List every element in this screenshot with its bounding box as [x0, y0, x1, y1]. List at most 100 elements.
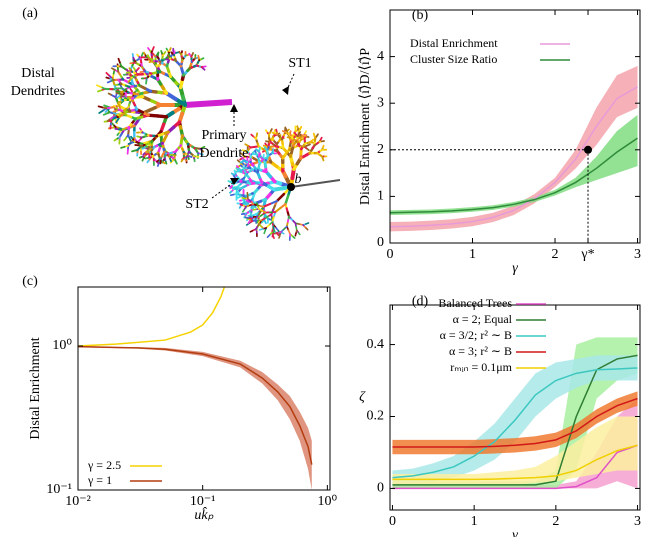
dendrite-segment	[252, 150, 255, 154]
y-tick-label: 4	[377, 49, 384, 64]
y-tick-label: 0.2	[367, 409, 385, 424]
plot-area	[392, 337, 638, 490]
dendrite-segment	[255, 202, 259, 206]
dendrite-segment	[305, 222, 310, 225]
dendrite-segment	[292, 235, 296, 239]
dendrite-segment	[249, 229, 254, 233]
dendrite-segment	[107, 92, 112, 96]
dendrite-segment	[229, 184, 233, 190]
dendrite-segment	[262, 202, 272, 208]
series-line	[78, 287, 226, 347]
dendrite-segment	[271, 216, 275, 223]
dendrite-segment	[116, 132, 120, 137]
dendrite-segment	[188, 155, 193, 158]
dendrite-segment	[264, 142, 267, 146]
dendrite-segment	[163, 51, 167, 55]
panel-label: (d)	[412, 294, 429, 309]
dendrite-segment	[303, 130, 307, 135]
dendrite-segment	[136, 135, 141, 138]
dendrite-segment	[241, 149, 246, 152]
panel-label: (a)	[22, 6, 38, 21]
x-tick-label: 2	[552, 247, 559, 262]
arrowheads	[230, 86, 295, 191]
dendrite-segment	[263, 229, 266, 235]
x-tick-label: 1	[469, 247, 476, 262]
dendrite-segment	[96, 84, 102, 88]
x-tick-label: 10⁰	[318, 494, 338, 509]
dendrite-segment	[258, 228, 264, 231]
dendrite-segment	[140, 52, 144, 57]
dendrite-segment	[115, 119, 119, 124]
plot-area	[390, 65, 638, 232]
dendrite-segment	[164, 91, 178, 102]
dendrite-segment	[227, 180, 232, 184]
dendrite-segment	[250, 205, 253, 209]
dendrite-segment	[156, 159, 160, 163]
dendrite-segment	[301, 134, 305, 138]
dendrite-segment	[128, 108, 132, 113]
dendrite-segment	[250, 133, 254, 137]
arrow	[211, 181, 235, 199]
dendrite-segment	[321, 144, 325, 149]
dendrite-segment	[151, 52, 155, 56]
dendrite-segment	[293, 131, 297, 135]
dendrite-segment	[103, 104, 109, 108]
dendrite-segment	[142, 152, 146, 156]
dendrite-segment	[278, 235, 281, 239]
dendrite-segment	[201, 57, 205, 60]
dendrite-segment	[129, 87, 133, 93]
dendrite-segment	[242, 159, 247, 163]
dendrite-segment	[123, 136, 128, 142]
series-line	[392, 444, 638, 490]
axes-frame	[77, 286, 331, 491]
dendrite-segment	[106, 80, 112, 84]
dendrite-segment	[117, 100, 122, 104]
dendrite-segment	[132, 56, 136, 61]
arrowhead	[230, 104, 238, 112]
dendrite-segment	[239, 160, 244, 164]
dendrite-segment	[285, 127, 288, 132]
dendrite-segment	[255, 153, 258, 157]
dendrite-segment	[162, 161, 166, 165]
dendrite-segment	[279, 203, 287, 210]
dendrite-segment	[113, 138, 118, 142]
dendrite-segment	[110, 67, 116, 71]
dendrite-segment	[171, 156, 175, 159]
diagram-label: b	[295, 172, 302, 187]
dendrite-segment	[137, 139, 141, 143]
dendrite-segment	[98, 109, 104, 114]
dendrite-segment	[106, 118, 111, 122]
dendrite-segment	[188, 52, 192, 57]
diagram-label: Primary	[201, 128, 246, 143]
dendrite-segment	[178, 50, 182, 55]
y-tick-label: 0	[377, 235, 384, 250]
dendrite-segment	[304, 134, 308, 138]
series-line	[392, 444, 638, 481]
x-axis-label: γ	[512, 528, 518, 537]
primary-dendrite	[290, 179, 341, 188]
dendrite-segment	[272, 235, 275, 240]
series-line	[390, 86, 638, 228]
dendrite-segment	[146, 113, 160, 118]
dendrite-segment	[229, 193, 235, 197]
dendrite-segment	[275, 192, 286, 203]
dendrite-segment	[242, 209, 245, 213]
plot-area	[78, 287, 313, 490]
dendrite-segment	[146, 54, 150, 59]
legend-label: α = 2; Equal	[453, 312, 513, 326]
y-axis-label: Distal Enrichment ⟨ı̂⟩D/⟨ı̂⟩P	[358, 48, 373, 205]
dendrite-segment	[140, 66, 144, 70]
dendrite-segment	[117, 57, 121, 64]
diagram-label: ST1	[288, 56, 311, 71]
dendrite-segment	[202, 67, 206, 71]
dendrite-segment	[167, 54, 171, 58]
dendrite-segment	[123, 108, 127, 112]
dendrite-segment	[233, 169, 237, 174]
legend-label: Distal Enrichment	[410, 36, 498, 50]
dendrite-segment	[239, 164, 243, 168]
dendrite-segment	[236, 196, 240, 199]
x-tick-label: 0	[389, 514, 396, 529]
dendrite-segment	[271, 131, 276, 135]
dendrite-segment	[180, 158, 184, 163]
